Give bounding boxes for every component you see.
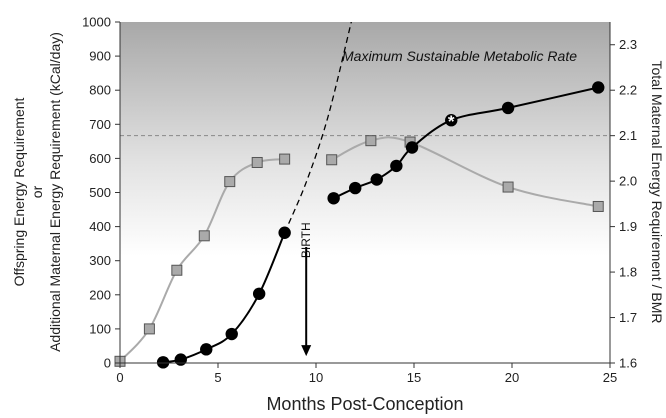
markers: * — [114, 81, 605, 369]
birth-annotation: BIRTH — [299, 222, 313, 357]
left-axis-title-line-3: Additional Maternal Energy Requirement (… — [47, 32, 63, 352]
left-axis-title-line-1: Offspring Energy Requirement — [11, 97, 27, 286]
y-left-tick-label: 200 — [89, 287, 111, 302]
y-right-tick-label: 1.7 — [619, 310, 637, 325]
y-right-tick-label: 2.0 — [619, 174, 637, 189]
ticks: 010020030040050060070080090010001.61.71.… — [82, 15, 637, 386]
x-tick-label: 15 — [407, 370, 421, 385]
x-tick-label: 25 — [603, 370, 617, 385]
birth-arrowhead — [301, 345, 312, 357]
shaded-region — [120, 22, 610, 256]
y-right-tick-label: 1.8 — [619, 265, 637, 280]
y-left-tick-label: 500 — [89, 185, 111, 200]
x-tick-label: 20 — [505, 370, 519, 385]
data-point-square — [198, 230, 210, 242]
highlight-marker: * — [448, 112, 455, 131]
data-point-circle — [501, 101, 515, 115]
data-point-square — [326, 154, 338, 166]
x-tick-label: 0 — [116, 370, 123, 385]
data-point-circle — [156, 356, 170, 369]
x-tick-label: 10 — [309, 370, 323, 385]
y-left-tick-label: 600 — [89, 151, 111, 166]
data-point-circle — [174, 353, 187, 366]
y-left-tick-label: 300 — [89, 253, 111, 268]
left-axis-title-line-2: or — [29, 185, 45, 198]
data-point-square — [592, 200, 604, 212]
x-axis-title: Months Post-Conception — [266, 394, 463, 414]
left-axis-title: Offspring Energy Requirement or Addition… — [11, 32, 63, 352]
data-point-square — [224, 176, 236, 188]
y-left-tick-label: 400 — [89, 219, 111, 234]
data-point-circle — [327, 192, 340, 205]
y-left-tick-label: 700 — [89, 117, 111, 132]
data-point-square — [251, 156, 263, 168]
x-tick-label: 5 — [214, 370, 221, 385]
y-left-tick-label: 100 — [89, 321, 111, 336]
birth-label: BIRTH — [299, 222, 313, 258]
msmr-label: Maximum Sustainable Metabolic Rate — [342, 48, 577, 64]
data-point-circle — [390, 159, 403, 173]
data-point-circle — [592, 81, 605, 94]
data-point-circle — [405, 141, 419, 154]
y-right-tick-label: 1.6 — [619, 356, 637, 371]
data-point-square — [365, 135, 377, 147]
y-right-tick-label: 2.2 — [619, 83, 637, 98]
data-point-square — [502, 181, 514, 193]
right-axis-title: Total Maternal Energy Requirement / BMR — [649, 61, 665, 324]
data-point-square — [279, 153, 291, 165]
y-left-tick-label: 900 — [89, 49, 111, 64]
y-right-tick-label: 2.1 — [619, 128, 637, 143]
y-right-tick-label: 2.3 — [619, 37, 637, 52]
data-point-circle — [225, 327, 238, 341]
data-point-circle — [200, 343, 213, 356]
data-point-highlight — [445, 114, 458, 127]
y-right-tick-label: 1.9 — [619, 219, 637, 234]
series-line — [331, 136, 599, 208]
data-point-circle — [252, 287, 266, 300]
data-point-circle — [278, 226, 291, 239]
y-left-tick-label: 0 — [104, 356, 111, 371]
y-left-tick-label: 1000 — [82, 15, 111, 30]
extrapolation-line — [284, 22, 352, 233]
y-left-tick-label: 800 — [89, 83, 111, 98]
data-point-circle — [370, 173, 383, 186]
data-point-square — [171, 264, 183, 276]
data-point-square — [143, 323, 155, 335]
data-point-circle — [349, 181, 362, 195]
